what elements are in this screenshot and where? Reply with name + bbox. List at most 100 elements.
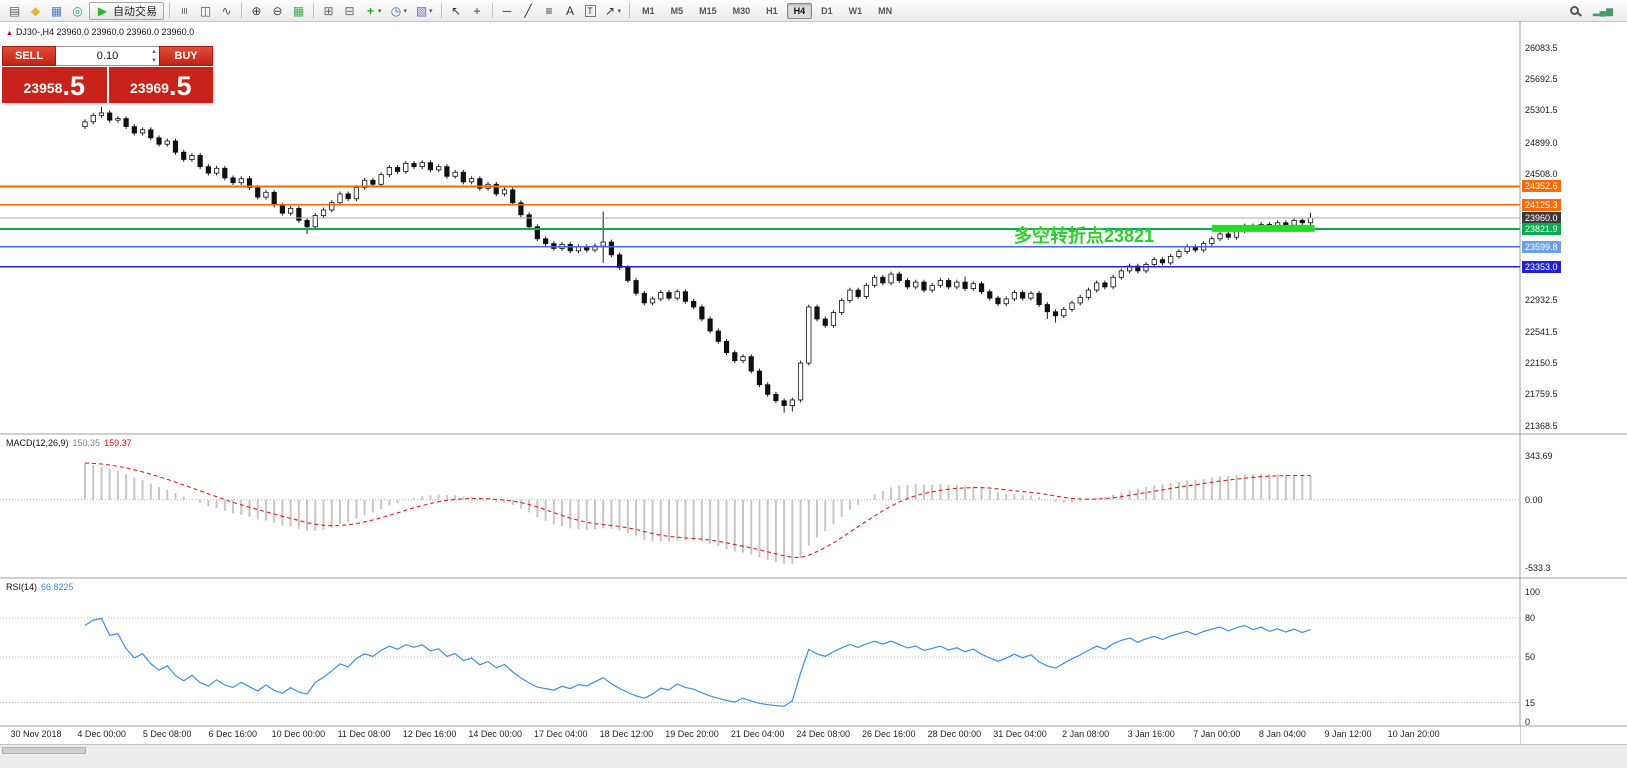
volume-up-icon[interactable]: ▲ xyxy=(151,49,157,55)
timeframe-h1-button[interactable]: H1 xyxy=(766,5,778,16)
time-axis: 30 Nov 2018 4 Dec 00:00 5 Dec 08:00 6 Dec 1… xyxy=(0,727,1520,744)
horizontal-line-icon[interactable]: ─ xyxy=(498,2,517,20)
cursor-icon[interactable]: ↖ xyxy=(447,2,466,20)
tile-windows-icon[interactable]: ⊞ xyxy=(319,2,338,20)
price-tick: 22150.5 xyxy=(1525,358,1558,369)
price-tick: 21759.5 xyxy=(1525,389,1558,400)
crosshair-icon[interactable]: + xyxy=(468,2,487,20)
price-tick: 24899.0 xyxy=(1525,137,1558,148)
rsi-name: RSI(14) xyxy=(6,582,38,592)
dropdown-arrow-icon[interactable]: ▾ xyxy=(429,7,433,15)
shapes-icon[interactable]: ↗ ▾ xyxy=(601,2,625,20)
fibonacci-icon[interactable]: ≡ xyxy=(540,2,559,20)
buy-price[interactable]: 23969.5 xyxy=(108,67,213,103)
time-label: 2 Jan 08:00 xyxy=(1062,729,1110,739)
new-chart-icon: ▦ xyxy=(50,3,63,18)
volume-stepper[interactable]: 0.10 ▲ ▼ xyxy=(56,46,159,66)
navigator-icon: ◎ xyxy=(72,3,83,18)
buy-button[interactable]: BUY xyxy=(159,46,213,66)
auto-trading-button[interactable]: ▶ 自动交易 xyxy=(89,1,164,20)
rsi-tick: 15 xyxy=(1525,697,1536,708)
dropdown-arrow-icon[interactable]: ▾ xyxy=(617,7,622,15)
dropdown-arrow-icon[interactable]: ▾ xyxy=(403,7,408,15)
zoom-out-icon[interactable]: ⊖ xyxy=(268,2,287,20)
timeframe-m1-button[interactable]: M1 xyxy=(642,5,655,16)
timeframe-w1-button[interactable]: W1 xyxy=(848,5,863,16)
macd-value-main: 150.35 xyxy=(72,438,101,448)
price-tick: 22932.5 xyxy=(1525,295,1558,306)
auto-trading-label: 自动交易 xyxy=(113,5,157,18)
toolbar-separator xyxy=(629,3,631,18)
horizontal-scrollbar[interactable] xyxy=(2,747,86,754)
toolbar-separator xyxy=(169,3,170,18)
buy-price-big: .5 xyxy=(168,71,192,101)
trendline-icon[interactable]: ╱ xyxy=(519,2,538,20)
new-order-icon[interactable]: ▤ xyxy=(5,2,24,20)
timeframe-m30-button[interactable]: M30 xyxy=(732,5,751,16)
market-watch-icon: ◆ xyxy=(30,3,41,18)
time-label: 8 Jan 04:00 xyxy=(1258,729,1306,739)
time-label: 7 Jan 00:00 xyxy=(1193,729,1241,739)
new-chart-icon[interactable]: ▦ xyxy=(47,2,66,20)
bar-chart-icon: ≡ xyxy=(177,6,192,14)
label-icon: T xyxy=(584,5,596,17)
rsi-value: 66.8225 xyxy=(41,582,74,592)
time-label: 3 Jan 16:00 xyxy=(1127,729,1175,739)
line-chart-icon: ∿ xyxy=(221,3,232,18)
zoom-in-icon: ⊕ xyxy=(251,3,262,18)
toolbar-separator xyxy=(491,3,493,18)
macd-indicator-label: MACD(12,26,9) 150.35 159.37 xyxy=(6,438,132,448)
templates-icon: ▧ xyxy=(415,3,428,18)
sell-price-big: .5 xyxy=(62,71,85,101)
periods-icon: ◷ xyxy=(390,3,402,18)
time-label: 28 Dec 00:00 xyxy=(927,729,982,739)
line-chart-icon[interactable]: ∿ xyxy=(217,2,236,20)
zoom-out-icon: ⊖ xyxy=(272,3,283,18)
candlestick-chart-icon[interactable]: ◫ xyxy=(196,2,215,20)
new-order-plus-icon[interactable]: + ▾ xyxy=(361,2,385,20)
timeframe-h4-button[interactable]: H4 xyxy=(786,2,813,19)
bar-chart-icon[interactable]: ≡ xyxy=(175,2,194,20)
new-order-icon: ▤ xyxy=(8,3,21,18)
timeframe-m5-button[interactable]: M5 xyxy=(670,5,684,16)
grid-icon: ▦ xyxy=(292,3,305,18)
price-tick: 25301.5 xyxy=(1525,105,1558,116)
volume-value[interactable]: 0.10 xyxy=(96,50,119,62)
navigator-icon[interactable]: ◎ xyxy=(68,2,87,20)
text-icon[interactable]: A xyxy=(561,2,580,20)
timeframe-mn-button[interactable]: MN xyxy=(878,5,893,16)
dropdown-arrow-icon[interactable]: ▾ xyxy=(378,7,382,15)
market-watch-icon[interactable]: ◆ xyxy=(26,2,45,20)
sell-price[interactable]: 23958.5 xyxy=(2,67,107,103)
timeframe-m15-button[interactable]: M15 xyxy=(699,5,717,16)
shapes-icon: ↗ xyxy=(605,3,616,18)
label-icon[interactable]: T xyxy=(582,2,599,20)
grid-icon[interactable]: ▦ xyxy=(289,2,308,20)
cascade-windows-icon[interactable]: ⊟ xyxy=(340,2,359,20)
zoom-in-icon[interactable]: ⊕ xyxy=(247,2,266,20)
templates-icon[interactable]: ▧ ▾ xyxy=(412,2,436,20)
search-icon[interactable] xyxy=(1569,6,1579,15)
rsi-tick: 50 xyxy=(1525,652,1536,662)
timeframe-d1-button[interactable]: D1 xyxy=(821,5,833,16)
periods-icon[interactable]: ◷ ▾ xyxy=(387,2,411,20)
price-tick: 22541.5 xyxy=(1525,326,1558,337)
sell-button[interactable]: SELL xyxy=(2,46,56,66)
time-label: 19 Dec 20:00 xyxy=(665,729,719,739)
price-level-badge: 23821.9 xyxy=(1522,223,1561,236)
price-level-badge: 24125.3 xyxy=(1522,198,1561,211)
time-label: 30 Nov 2018 xyxy=(10,729,62,739)
status-bar xyxy=(0,744,1627,768)
time-label: 21 Dec 04:00 xyxy=(730,729,785,739)
timeframe-toolbar: M1 M5 M15 M30 H1 H4 D1 W1 MN xyxy=(634,2,900,19)
sell-price-small: 23958 xyxy=(23,80,63,96)
time-label: 9 Jan 12:00 xyxy=(1324,729,1372,739)
connection-icon: ▂▄▆ xyxy=(1592,5,1613,16)
price-level-badge: 23599.8 xyxy=(1522,240,1561,253)
macd-name: MACD(12,26,9) xyxy=(6,438,69,448)
volume-down-icon[interactable]: ▼ xyxy=(151,58,157,64)
time-label: 17 Dec 04:00 xyxy=(534,729,588,739)
auto-trading-button: ▶ xyxy=(97,3,108,18)
toolbar-separator xyxy=(313,3,314,18)
